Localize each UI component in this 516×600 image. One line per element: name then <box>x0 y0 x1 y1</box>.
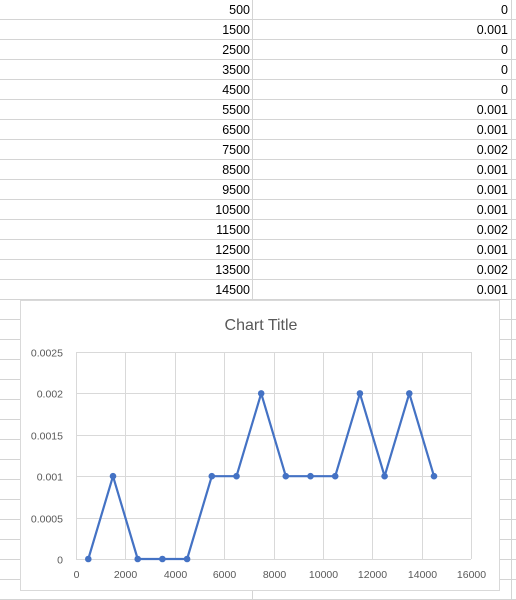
table-row: 2500 0 <box>0 40 516 60</box>
cell-column-b[interactable]: 0.001 <box>476 203 508 217</box>
table-row: 5500 0.001 <box>0 100 516 120</box>
cell-column-b[interactable]: 0.001 <box>476 103 508 117</box>
table-row: 1500 0.001 <box>0 20 516 40</box>
cell-column-a[interactable]: 1500 <box>222 23 250 37</box>
y-tick-label: 0 <box>57 555 63 567</box>
y-tick-label: 0.0025 <box>31 348 63 360</box>
cell-column-b[interactable]: 0 <box>501 43 508 57</box>
cell-column-b[interactable]: 0 <box>501 63 508 77</box>
data-point[interactable] <box>356 390 364 397</box>
table-row: 3500 0 <box>0 60 516 80</box>
table-row: 11500 0.002 <box>0 220 516 240</box>
cell-column-a[interactable]: 8500 <box>222 163 250 177</box>
data-point[interactable] <box>307 472 314 480</box>
x-tick-label: 14000 <box>408 569 437 581</box>
table-row: 12500 0.001 <box>0 240 516 260</box>
cell-column-a[interactable]: 7500 <box>222 143 250 157</box>
data-point[interactable] <box>406 390 413 397</box>
data-point[interactable] <box>109 472 117 480</box>
line-chart: Chart Title 0 0.0005 0.001 0.0015 0.002 0.0025… <box>31 317 486 581</box>
cell-column-a[interactable]: 5500 <box>222 103 250 117</box>
data-point[interactable] <box>85 555 92 563</box>
table-row: 500 0 <box>0 0 516 20</box>
x-tick-label: 0 <box>74 569 80 581</box>
table-row: 7500 0.002 <box>0 140 516 160</box>
x-tick-label: 4000 <box>164 569 188 581</box>
data-point[interactable] <box>331 472 339 480</box>
cell-column-a[interactable]: 12500 <box>215 243 250 257</box>
cell-column-b[interactable]: 0.001 <box>476 243 508 257</box>
cell-column-b[interactable]: 0.002 <box>476 223 508 237</box>
cell-column-a[interactable]: 6500 <box>222 123 250 137</box>
cell-column-a[interactable]: 9500 <box>222 183 250 197</box>
cell-column-a[interactable]: 2500 <box>222 43 250 57</box>
cell-column-a[interactable]: 3500 <box>222 63 250 77</box>
cell-column-a[interactable]: 14500 <box>215 283 250 297</box>
y-tick-label: 0.0015 <box>31 431 63 443</box>
data-point[interactable] <box>233 472 240 480</box>
y-tick-label: 0.002 <box>37 389 63 401</box>
cell-column-a[interactable]: 10500 <box>215 203 250 217</box>
table-row: 4500 0 <box>0 80 516 100</box>
cell-column-b[interactable]: 0 <box>501 3 508 17</box>
cell-column-b[interactable]: 0.002 <box>476 263 508 277</box>
y-tick-label: 0.0005 <box>31 514 63 526</box>
cell-column-b[interactable]: 0.001 <box>476 183 508 197</box>
cell-column-b[interactable]: 0.001 <box>476 163 508 177</box>
cell-column-a[interactable]: 500 <box>229 3 250 17</box>
cell-column-b[interactable]: 0.002 <box>476 143 508 157</box>
table-row: 13500 0.002 <box>0 260 516 280</box>
table-row: 8500 0.001 <box>0 160 516 180</box>
cell-column-a[interactable]: 11500 <box>216 223 250 237</box>
data-point[interactable] <box>208 472 216 480</box>
x-tick-label: 12000 <box>358 569 387 581</box>
x-tick-label: 10000 <box>309 569 338 581</box>
table-row: 6500 0.001 <box>0 120 516 140</box>
data-point[interactable] <box>282 472 290 480</box>
chart-area[interactable]: Chart Title 0 0.0005 0.001 0.0015 0.002 0.0025… <box>20 300 500 591</box>
cell-column-b[interactable]: 0 <box>501 83 508 97</box>
data-point[interactable] <box>257 390 265 397</box>
table-row: 9500 0.001 <box>0 180 516 200</box>
data-point[interactable] <box>183 555 191 563</box>
x-tick-label: 6000 <box>213 569 237 581</box>
x-tick-label: 16000 <box>457 569 486 581</box>
data-point[interactable] <box>159 555 166 563</box>
table-row: 10500 0.001 <box>0 200 516 220</box>
y-tick-label: 0.001 <box>37 472 63 484</box>
x-tick-label: 2000 <box>114 569 138 581</box>
cell-column-a[interactable]: 13500 <box>215 263 250 277</box>
cell-column-b[interactable]: 0.001 <box>476 23 508 37</box>
cell-column-a[interactable]: 4500 <box>222 83 250 97</box>
chart-title[interactable]: Chart Title <box>225 317 298 334</box>
data-point[interactable] <box>381 472 388 480</box>
cell-column-b[interactable]: 0.001 <box>476 283 508 297</box>
cell-column-b[interactable]: 0.001 <box>476 123 508 137</box>
x-tick-label: 8000 <box>263 569 287 581</box>
data-point[interactable] <box>134 555 141 563</box>
table-row: 14500 0.001 <box>0 280 516 300</box>
data-point[interactable] <box>430 472 438 480</box>
